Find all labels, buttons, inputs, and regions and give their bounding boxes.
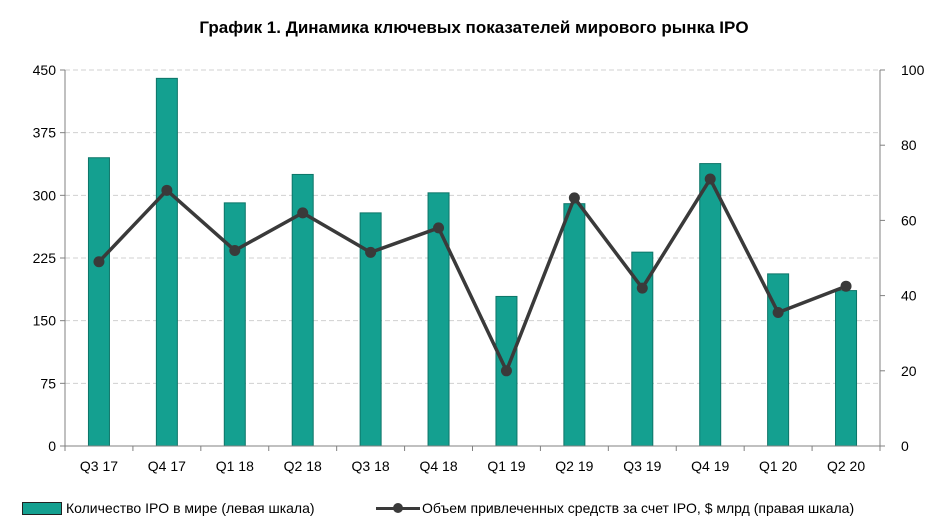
y-right-tick-label: 100 <box>901 62 925 78</box>
y-right-tick-label: 20 <box>901 363 917 379</box>
x-tick-label: Q4 17 <box>148 458 186 474</box>
chart-title: График 1. Динамика ключевых показателей … <box>199 18 749 37</box>
legend-line-label: Объем привлеченных средств за счет IPO, … <box>422 500 855 516</box>
legend-item-bars: Количество IPO в мире (левая шкала) <box>22 500 315 516</box>
x-tick-label: Q1 18 <box>216 458 254 474</box>
line-point-q3-19 <box>636 282 648 294</box>
y-left-tick-label: 300 <box>33 187 57 203</box>
y-right-tick-label: 80 <box>901 137 917 153</box>
bar-q3-19 <box>631 251 654 447</box>
bar-q2-19 <box>563 203 586 447</box>
y-right-tick-label: 40 <box>901 288 917 304</box>
x-tick-label: Q3 19 <box>623 458 661 474</box>
y-right-tick-label: 0 <box>901 438 909 454</box>
y-left-tick-label: 75 <box>40 375 56 391</box>
legend-bar-swatch <box>22 501 62 515</box>
line-point-q4-18 <box>433 222 445 234</box>
y-right-tick-label: 60 <box>901 212 917 228</box>
x-tick-label: Q2 20 <box>827 458 865 474</box>
line-point-q4-19 <box>704 173 716 185</box>
y-left-tick-label: 450 <box>33 62 57 78</box>
bar-q1-18 <box>223 202 246 447</box>
line-series <box>93 173 852 377</box>
line-point-q2-20 <box>840 280 852 292</box>
x-tick-label: Q2 18 <box>284 458 322 474</box>
y-left-tick-label: 150 <box>33 313 57 329</box>
axes <box>60 69 885 451</box>
grid-lines <box>65 69 880 384</box>
line-point-q1-20 <box>772 307 784 319</box>
line-point-q3-18 <box>365 246 377 258</box>
y-left-tick-label: 225 <box>33 250 57 266</box>
line-point-q1-19 <box>500 365 512 377</box>
bar-q3-17 <box>87 157 110 447</box>
x-tick-label: Q4 19 <box>691 458 729 474</box>
line-series-path <box>97 177 847 373</box>
x-tick-label: Q4 18 <box>419 458 457 474</box>
legend-bar-label: Количество IPO в мире (левая шкала) <box>66 500 315 516</box>
y-left-tick-label: 375 <box>33 125 57 141</box>
x-tick-label: Q1 19 <box>487 458 525 474</box>
line-point-q2-19 <box>568 192 580 204</box>
line-point-q4-17 <box>161 184 173 196</box>
y-left-tick-label: 0 <box>48 438 56 454</box>
legend-item-line: Объем привлеченных средств за счет IPO, … <box>376 500 854 516</box>
bar-q2-20 <box>835 290 858 447</box>
legend: Количество IPO в мире (левая шкала) Объе… <box>0 500 948 522</box>
x-tick-label: Q3 17 <box>80 458 118 474</box>
line-point-q1-18 <box>229 244 241 256</box>
x-tick-label: Q3 18 <box>352 458 390 474</box>
bar-q4-19 <box>699 163 722 447</box>
bar-series <box>87 77 858 447</box>
line-point-q3-17 <box>93 256 105 268</box>
x-tick-label: Q2 19 <box>555 458 593 474</box>
legend-line-swatch <box>376 501 420 515</box>
bar-q4-17 <box>155 77 178 447</box>
x-tick-label: Q1 20 <box>759 458 797 474</box>
line-point-q2-18 <box>297 207 309 219</box>
tick-labels: 0 75 150 225 300 375 450 0 20 40 60 80 100 Q3 17 Q4 17… <box>33 62 925 474</box>
